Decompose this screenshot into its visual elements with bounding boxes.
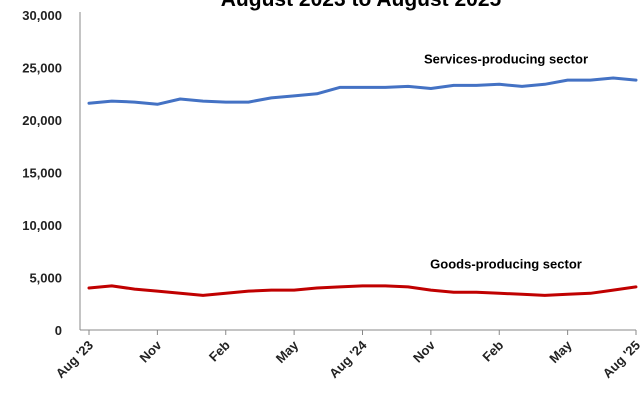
x-tick-label: May [546,337,575,366]
x-tick-label: Feb [479,337,506,364]
y-axis-ticks: 0 5,000 10,000 15,000 20,000 25,000 30,000 [22,8,62,338]
services-series-label: Services-producing sector [424,51,588,66]
x-tick-label: Aug '25 [600,338,641,381]
x-tick-label: Nov [410,337,439,366]
y-tick-label: 5,000 [29,271,62,286]
y-tick-label: 30,000 [22,8,62,23]
services-series-line [87,76,638,106]
x-axis-ticks: Aug '23 Nov Feb May Aug '24 Nov Feb May Aug '25 [53,330,641,381]
y-tick-label: 20,000 [22,113,62,128]
x-tick-label: Feb [206,337,233,364]
y-tick-label: 25,000 [22,61,62,76]
y-tick-label: 15,000 [22,166,62,181]
chart-title: August 2023 to August 2025 [221,0,502,11]
x-tick-label: May [273,337,302,366]
x-tick-label: Aug '23 [53,338,96,381]
y-tick-label: 10,000 [22,218,62,233]
y-tick-label: 0 [55,323,62,338]
x-tick-label: Nov [137,337,166,366]
axes [79,12,636,331]
series-labels: Services-producing sector Goods-producing… [424,51,588,271]
goods-series-label: Goods-producing sector [430,256,582,271]
series-lines [87,76,638,297]
x-tick-label: Aug '24 [326,337,370,381]
goods-series-line [87,284,638,297]
